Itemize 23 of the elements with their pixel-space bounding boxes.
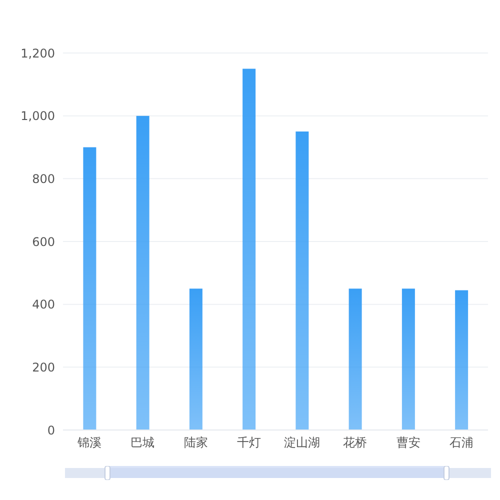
bar <box>136 116 150 430</box>
y-tick-label: 200 <box>32 360 55 374</box>
bar <box>402 288 415 430</box>
bar <box>296 132 309 430</box>
y-tick-label: 600 <box>32 234 55 249</box>
x-tick-label: 千灯 <box>236 436 261 450</box>
x-tick-label: 花桥 <box>343 436 368 450</box>
x-tick-label: 石浦 <box>449 436 474 450</box>
y-tick-label: 800 <box>32 172 55 186</box>
bar <box>455 290 468 430</box>
y-tick-label: 1,200 <box>20 46 55 60</box>
bar <box>189 288 202 430</box>
bar <box>242 68 256 430</box>
y-tick-label: 400 <box>32 298 55 312</box>
y-tick-label: 0 <box>47 423 55 438</box>
bar <box>83 147 96 430</box>
x-tick-label: 锦溪 <box>76 436 102 450</box>
bar <box>348 288 362 430</box>
x-tick-label: 陆家 <box>184 436 208 450</box>
x-tick-label: 淀山湖 <box>284 436 320 450</box>
x-tick-label: 巴城 <box>130 436 155 450</box>
x-tick-label: 曹安 <box>396 436 420 450</box>
y-tick-label: 1,000 <box>20 109 55 124</box>
